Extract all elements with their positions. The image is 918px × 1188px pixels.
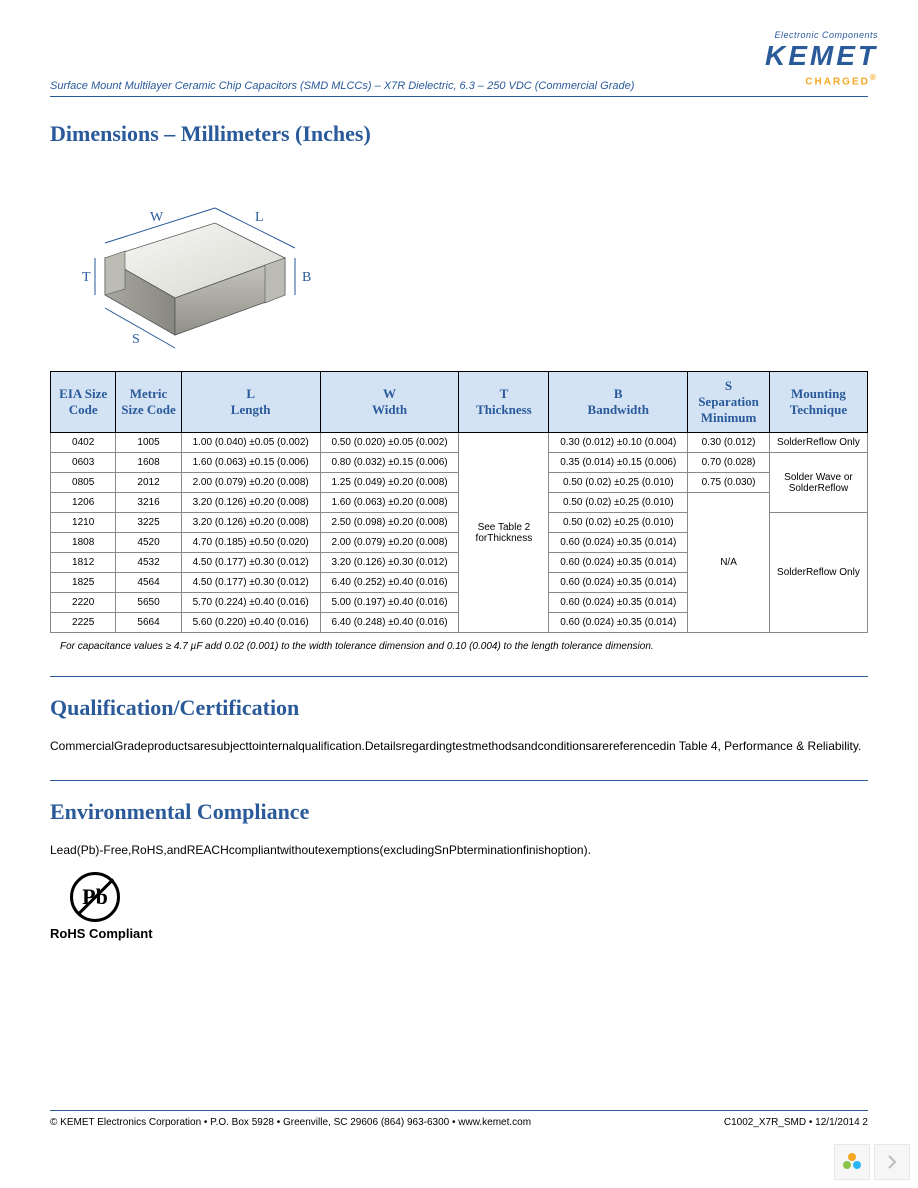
table-cell: 5650 (116, 593, 181, 613)
table-cell: 4.50 (0.177) ±0.30 (0.012) (181, 553, 320, 573)
table-cell: 3.20 (0.126) ±0.20 (0.008) (181, 513, 320, 533)
table-cell: 6.40 (0.252) ±0.40 (0.016) (320, 573, 459, 593)
table-cell: 1.25 (0.049) ±0.20 (0.008) (320, 473, 459, 493)
table-cell: 0.30 (0.012) ±0.10 (0.004) (549, 433, 688, 453)
th-metric: Metric Size Code (116, 372, 181, 433)
table-cell: 4520 (116, 533, 181, 553)
logo-subtext: CHARGED® (765, 72, 878, 87)
table-cell: See Table 2 forThickness (459, 433, 549, 633)
page-header: Surface Mount Multilayer Ceramic Chip Ca… (50, 60, 868, 97)
document-title: Surface Mount Multilayer Ceramic Chip Ca… (50, 60, 634, 92)
table-cell: 4532 (116, 553, 181, 573)
table-cell: 0.50 (0.020) ±0.05 (0.002) (320, 433, 459, 453)
table-cell: SolderReflow Only (769, 433, 867, 453)
th-eia: EIA Size Code (51, 372, 116, 433)
table-footnote: For capacitance values ≥ 4.7 µF add 0.02… (50, 641, 868, 652)
next-page-button[interactable] (874, 1144, 910, 1180)
table-cell: 1.60 (0.063) ±0.20 (0.008) (320, 493, 459, 513)
table-cell: 2.00 (0.079) ±0.20 (0.008) (181, 473, 320, 493)
table-cell: 3225 (116, 513, 181, 533)
table-cell: 0402 (51, 433, 116, 453)
table-cell: 1812 (51, 553, 116, 573)
table-cell: N/A (688, 493, 770, 633)
footer-right: C1002_X7R_SMD • 12/1/2014 2 (724, 1117, 868, 1128)
rohs-badge: Pb RoHS Compliant (50, 872, 160, 941)
table-cell: 1.60 (0.063) ±0.15 (0.006) (181, 453, 320, 473)
logo-tagline: Electronic Components (765, 30, 878, 40)
table-cell: 2.00 (0.079) ±0.20 (0.008) (320, 533, 459, 553)
table-cell: 0805 (51, 473, 116, 493)
footer-left: © KEMET Electronics Corporation • P.O. B… (50, 1117, 531, 1128)
table-cell: 1825 (51, 573, 116, 593)
table-cell: SolderReflow Only (769, 513, 867, 633)
dimensions-table: EIA Size Code Metric Size Code LLength W… (50, 371, 868, 633)
table-cell: 0.60 (0.024) ±0.35 (0.014) (549, 553, 688, 573)
table-cell: 2225 (51, 613, 116, 633)
th-thickness: TThickness (459, 372, 549, 433)
table-cell: 5.60 (0.220) ±0.40 (0.016) (181, 613, 320, 633)
section-dimensions-title: Dimensions – Millimeters (Inches) (50, 121, 868, 147)
table-cell: 5.00 (0.197) ±0.40 (0.016) (320, 593, 459, 613)
table-cell: 3216 (116, 493, 181, 513)
viewer-nav (834, 1144, 910, 1180)
chip-diagram: W L B T S (50, 163, 320, 358)
diagram-label-T: T (82, 270, 91, 285)
table-cell: 0.60 (0.024) ±0.35 (0.014) (549, 593, 688, 613)
table-cell: 4564 (116, 573, 181, 593)
table-cell: 1005 (116, 433, 181, 453)
table-cell: 0.50 (0.02) ±0.25 (0.010) (549, 513, 688, 533)
table-cell: 0.35 (0.014) ±0.15 (0.006) (549, 453, 688, 473)
table-row: 040210051.00 (0.040) ±0.05 (0.002)0.50 (… (51, 433, 868, 453)
diagram-label-L: L (255, 210, 264, 225)
diagram-label-W: W (150, 210, 164, 225)
environmental-text: Lead(Pb)-Free,RoHS,andREACHcompliantwith… (50, 841, 868, 860)
section-environmental-title: Environmental Compliance (50, 799, 868, 825)
table-cell: Solder Wave or SolderReflow (769, 453, 867, 513)
table-cell: 2.50 (0.098) ±0.20 (0.008) (320, 513, 459, 533)
table-cell: 0.50 (0.02) ±0.25 (0.010) (549, 473, 688, 493)
table-cell: 1808 (51, 533, 116, 553)
table-cell: 1206 (51, 493, 116, 513)
table-cell: 4.70 (0.185) ±0.50 (0.020) (181, 533, 320, 553)
table-cell: 0.60 (0.024) ±0.35 (0.014) (549, 573, 688, 593)
table-cell: 0.30 (0.012) (688, 433, 770, 453)
diagram-label-S: S (132, 332, 140, 347)
table-cell: 4.50 (0.177) ±0.30 (0.012) (181, 573, 320, 593)
table-cell: 5664 (116, 613, 181, 633)
table-cell: 0.60 (0.024) ±0.35 (0.014) (549, 613, 688, 633)
brand-logo: Electronic Components KEMET CHARGED® (765, 30, 878, 87)
table-cell: 0603 (51, 453, 116, 473)
logo-text: KEMET (765, 40, 878, 72)
table-cell: 1210 (51, 513, 116, 533)
table-cell: 1608 (116, 453, 181, 473)
table-cell: 2012 (116, 473, 181, 493)
table-cell: 6.40 (0.248) ±0.40 (0.016) (320, 613, 459, 633)
table-cell: 0.80 (0.032) ±0.15 (0.006) (320, 453, 459, 473)
table-cell: 3.20 (0.126) ±0.20 (0.008) (181, 493, 320, 513)
table-cell: 0.75 (0.030) (688, 473, 770, 493)
section-qualification-title: Qualification/Certification (50, 695, 868, 721)
table-cell: 1.00 (0.040) ±0.05 (0.002) (181, 433, 320, 453)
th-separation: SSeparation Minimum (688, 372, 770, 433)
diagram-label-B: B (302, 270, 311, 285)
qualification-text: CommercialGradeproductsaresubjecttointer… (50, 737, 868, 756)
pb-free-icon: Pb (70, 872, 120, 922)
table-cell: 2220 (51, 593, 116, 613)
table-cell: 0.50 (0.02) ±0.25 (0.010) (549, 493, 688, 513)
divider (50, 780, 868, 781)
viewer-logo-icon[interactable] (834, 1144, 870, 1180)
th-length: LLength (181, 372, 320, 433)
divider (50, 676, 868, 677)
th-width: WWidth (320, 372, 459, 433)
rohs-label: RoHS Compliant (50, 926, 153, 941)
th-mounting: Mounting Technique (769, 372, 867, 433)
table-cell: 0.60 (0.024) ±0.35 (0.014) (549, 533, 688, 553)
table-cell: 5.70 (0.224) ±0.40 (0.016) (181, 593, 320, 613)
table-cell: 3.20 (0.126) ±0.30 (0.012) (320, 553, 459, 573)
table-cell: 0.70 (0.028) (688, 453, 770, 473)
th-bandwidth: BBandwidth (549, 372, 688, 433)
page-footer: © KEMET Electronics Corporation • P.O. B… (50, 1110, 868, 1128)
